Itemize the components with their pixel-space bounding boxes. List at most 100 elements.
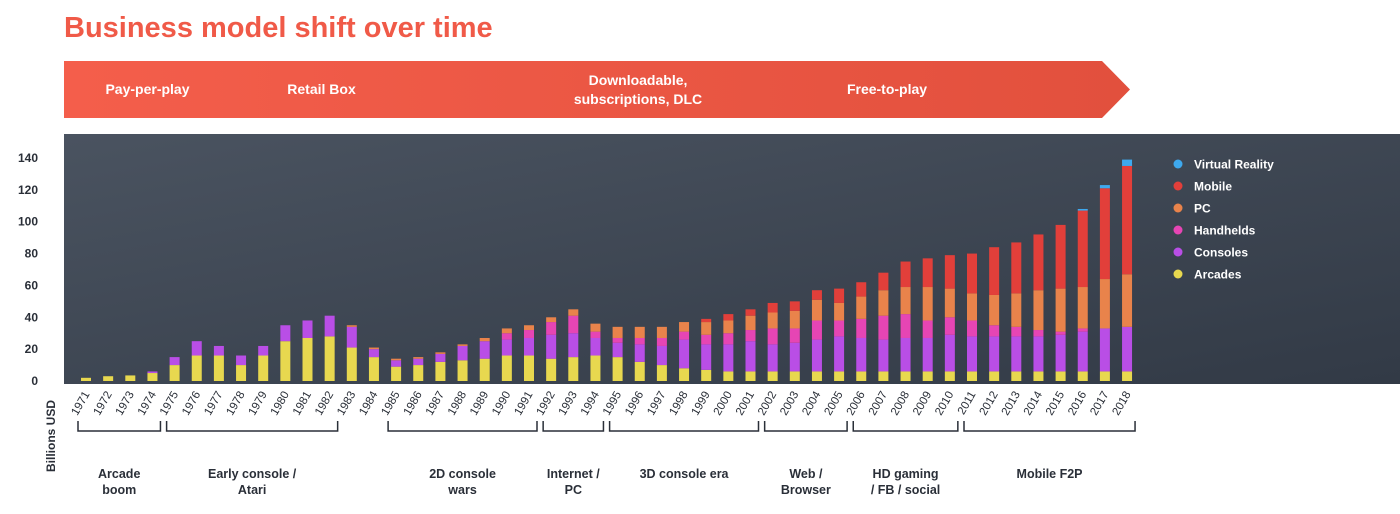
x-tick-label: 2012 — [978, 390, 1001, 418]
y-tick-label: 120 — [18, 183, 38, 197]
bar-segment-pc — [346, 325, 357, 327]
bar-segment-consoles — [568, 333, 579, 358]
bar-segment-arcades — [922, 371, 933, 381]
x-tick-label: 1979 — [247, 390, 270, 418]
x-tick-label: 1976 — [180, 390, 203, 418]
era-bracket — [608, 421, 760, 432]
x-tick-label: 1988 — [446, 390, 469, 418]
x-tick-label: 2009 — [911, 390, 934, 418]
x-tick-label: 2001 — [734, 390, 757, 418]
bar-segment-pc — [634, 326, 645, 338]
bar-segment-pc — [501, 328, 512, 334]
bar-segment-mobile — [944, 255, 955, 289]
bar-segment-arcades — [568, 357, 579, 381]
era-label: Mobile F2P — [1017, 467, 1083, 481]
bar-segment-consoles — [236, 355, 247, 366]
bar-segment-mobile — [834, 288, 845, 303]
bar-segment-mobile — [967, 253, 977, 294]
bar-segment-arcades — [944, 371, 955, 381]
x-tick-label: 2003 — [778, 390, 801, 418]
x-tick-label: 2018 — [1110, 390, 1133, 418]
bar-segment-arcades — [1099, 371, 1110, 381]
bar-segment-handhelds — [679, 331, 690, 340]
legend-label: PC — [1194, 202, 1211, 216]
bar-segment-consoles — [147, 371, 158, 374]
era-bracket — [963, 421, 1136, 432]
x-tick-label: 2010 — [933, 390, 956, 418]
bar-segment-arcades — [878, 371, 889, 381]
x-tick-label: 1990 — [490, 390, 513, 418]
bar-segment-consoles — [457, 345, 468, 361]
bar-segment-consoles — [989, 336, 1000, 372]
bar-segment-pc — [679, 322, 690, 332]
bar-segment-arcades — [1122, 371, 1133, 381]
bar-segment-arcades — [169, 365, 180, 381]
bar-segment-handhelds — [612, 337, 623, 343]
bar-segment-mobile — [989, 247, 1000, 295]
bar-segment-pc — [1122, 274, 1133, 327]
x-tick-label: 1980 — [269, 390, 292, 418]
bar-segment-handhelds — [856, 318, 867, 338]
x-tick-label: 1993 — [557, 390, 580, 418]
bar-segment-pc — [856, 296, 867, 319]
bar-segment-handhelds — [656, 337, 667, 346]
bar-segment-consoles — [169, 357, 180, 366]
x-tick-label: 2011 — [956, 390, 979, 417]
bar-segment-handhelds — [789, 328, 800, 343]
era-bracket — [387, 421, 538, 432]
bar-segment-handhelds — [989, 325, 1000, 337]
bar-segment-consoles — [723, 344, 734, 372]
bar-segment-mobile — [1077, 210, 1088, 288]
bar-segment-consoles — [1055, 334, 1066, 372]
bar-segment-mobile — [856, 282, 867, 297]
bar-segment-pc — [391, 358, 402, 361]
era-label: Web / Browser — [781, 467, 831, 497]
bar-segment-consoles — [501, 339, 512, 356]
bar-segment-arcades — [435, 361, 446, 381]
bar-segment-consoles — [679, 339, 690, 369]
x-tick-label: 1985 — [380, 390, 403, 418]
bar-segment-mobile — [922, 258, 933, 288]
bar-segment-mobile — [1099, 188, 1110, 280]
bar-segment-handhelds — [546, 322, 557, 335]
bar-segment-handhelds — [568, 315, 579, 334]
bar-segment-mobile — [723, 314, 734, 321]
bar-segment-arcades — [236, 365, 247, 381]
era-bracket — [165, 421, 339, 432]
bar-segment-arcades — [723, 371, 734, 381]
y-tick-label: 60 — [25, 278, 39, 292]
bar-segment-arcades — [856, 371, 867, 381]
legend-label: Consoles — [1194, 246, 1248, 260]
y-tick-label: 20 — [25, 342, 39, 356]
x-tick-label: 1994 — [579, 389, 602, 418]
bar-segment-arcades — [701, 369, 712, 381]
bar-segment-arcades — [967, 371, 977, 381]
bar-segment-handhelds — [878, 315, 889, 340]
bar-segment-pc — [1099, 279, 1110, 329]
era-label: Internet / PC — [547, 467, 600, 497]
bar-segment-pc — [878, 290, 889, 316]
bar-segment-pc — [568, 309, 579, 316]
bar-segment-pc — [900, 287, 911, 315]
x-tick-label: 2013 — [1000, 390, 1023, 418]
legend-swatch — [1173, 247, 1183, 257]
bar-segment-consoles — [767, 344, 778, 372]
x-tick-label: 1998 — [667, 390, 690, 418]
legend-swatch — [1173, 181, 1183, 191]
bar-segment-consoles — [302, 320, 313, 338]
bar-segment-consoles — [546, 334, 557, 359]
bar-segment-arcades — [280, 341, 291, 381]
bar-segment-arcades — [1055, 371, 1066, 381]
legend-label: Mobile — [1194, 180, 1232, 194]
bar-segment-pc — [745, 315, 756, 331]
bar-segment-consoles — [368, 349, 379, 358]
x-tick-label: 2014 — [1022, 389, 1045, 418]
bar-segment-arcades — [767, 371, 778, 381]
bar-segment-pc — [789, 310, 800, 329]
era-label: 3D console era — [640, 467, 730, 481]
bar-segment-arcades — [989, 371, 1000, 381]
x-tick-label: 1996 — [623, 390, 646, 418]
x-tick-label: 1978 — [224, 390, 247, 418]
era-label: Early console / Atari — [208, 467, 297, 497]
